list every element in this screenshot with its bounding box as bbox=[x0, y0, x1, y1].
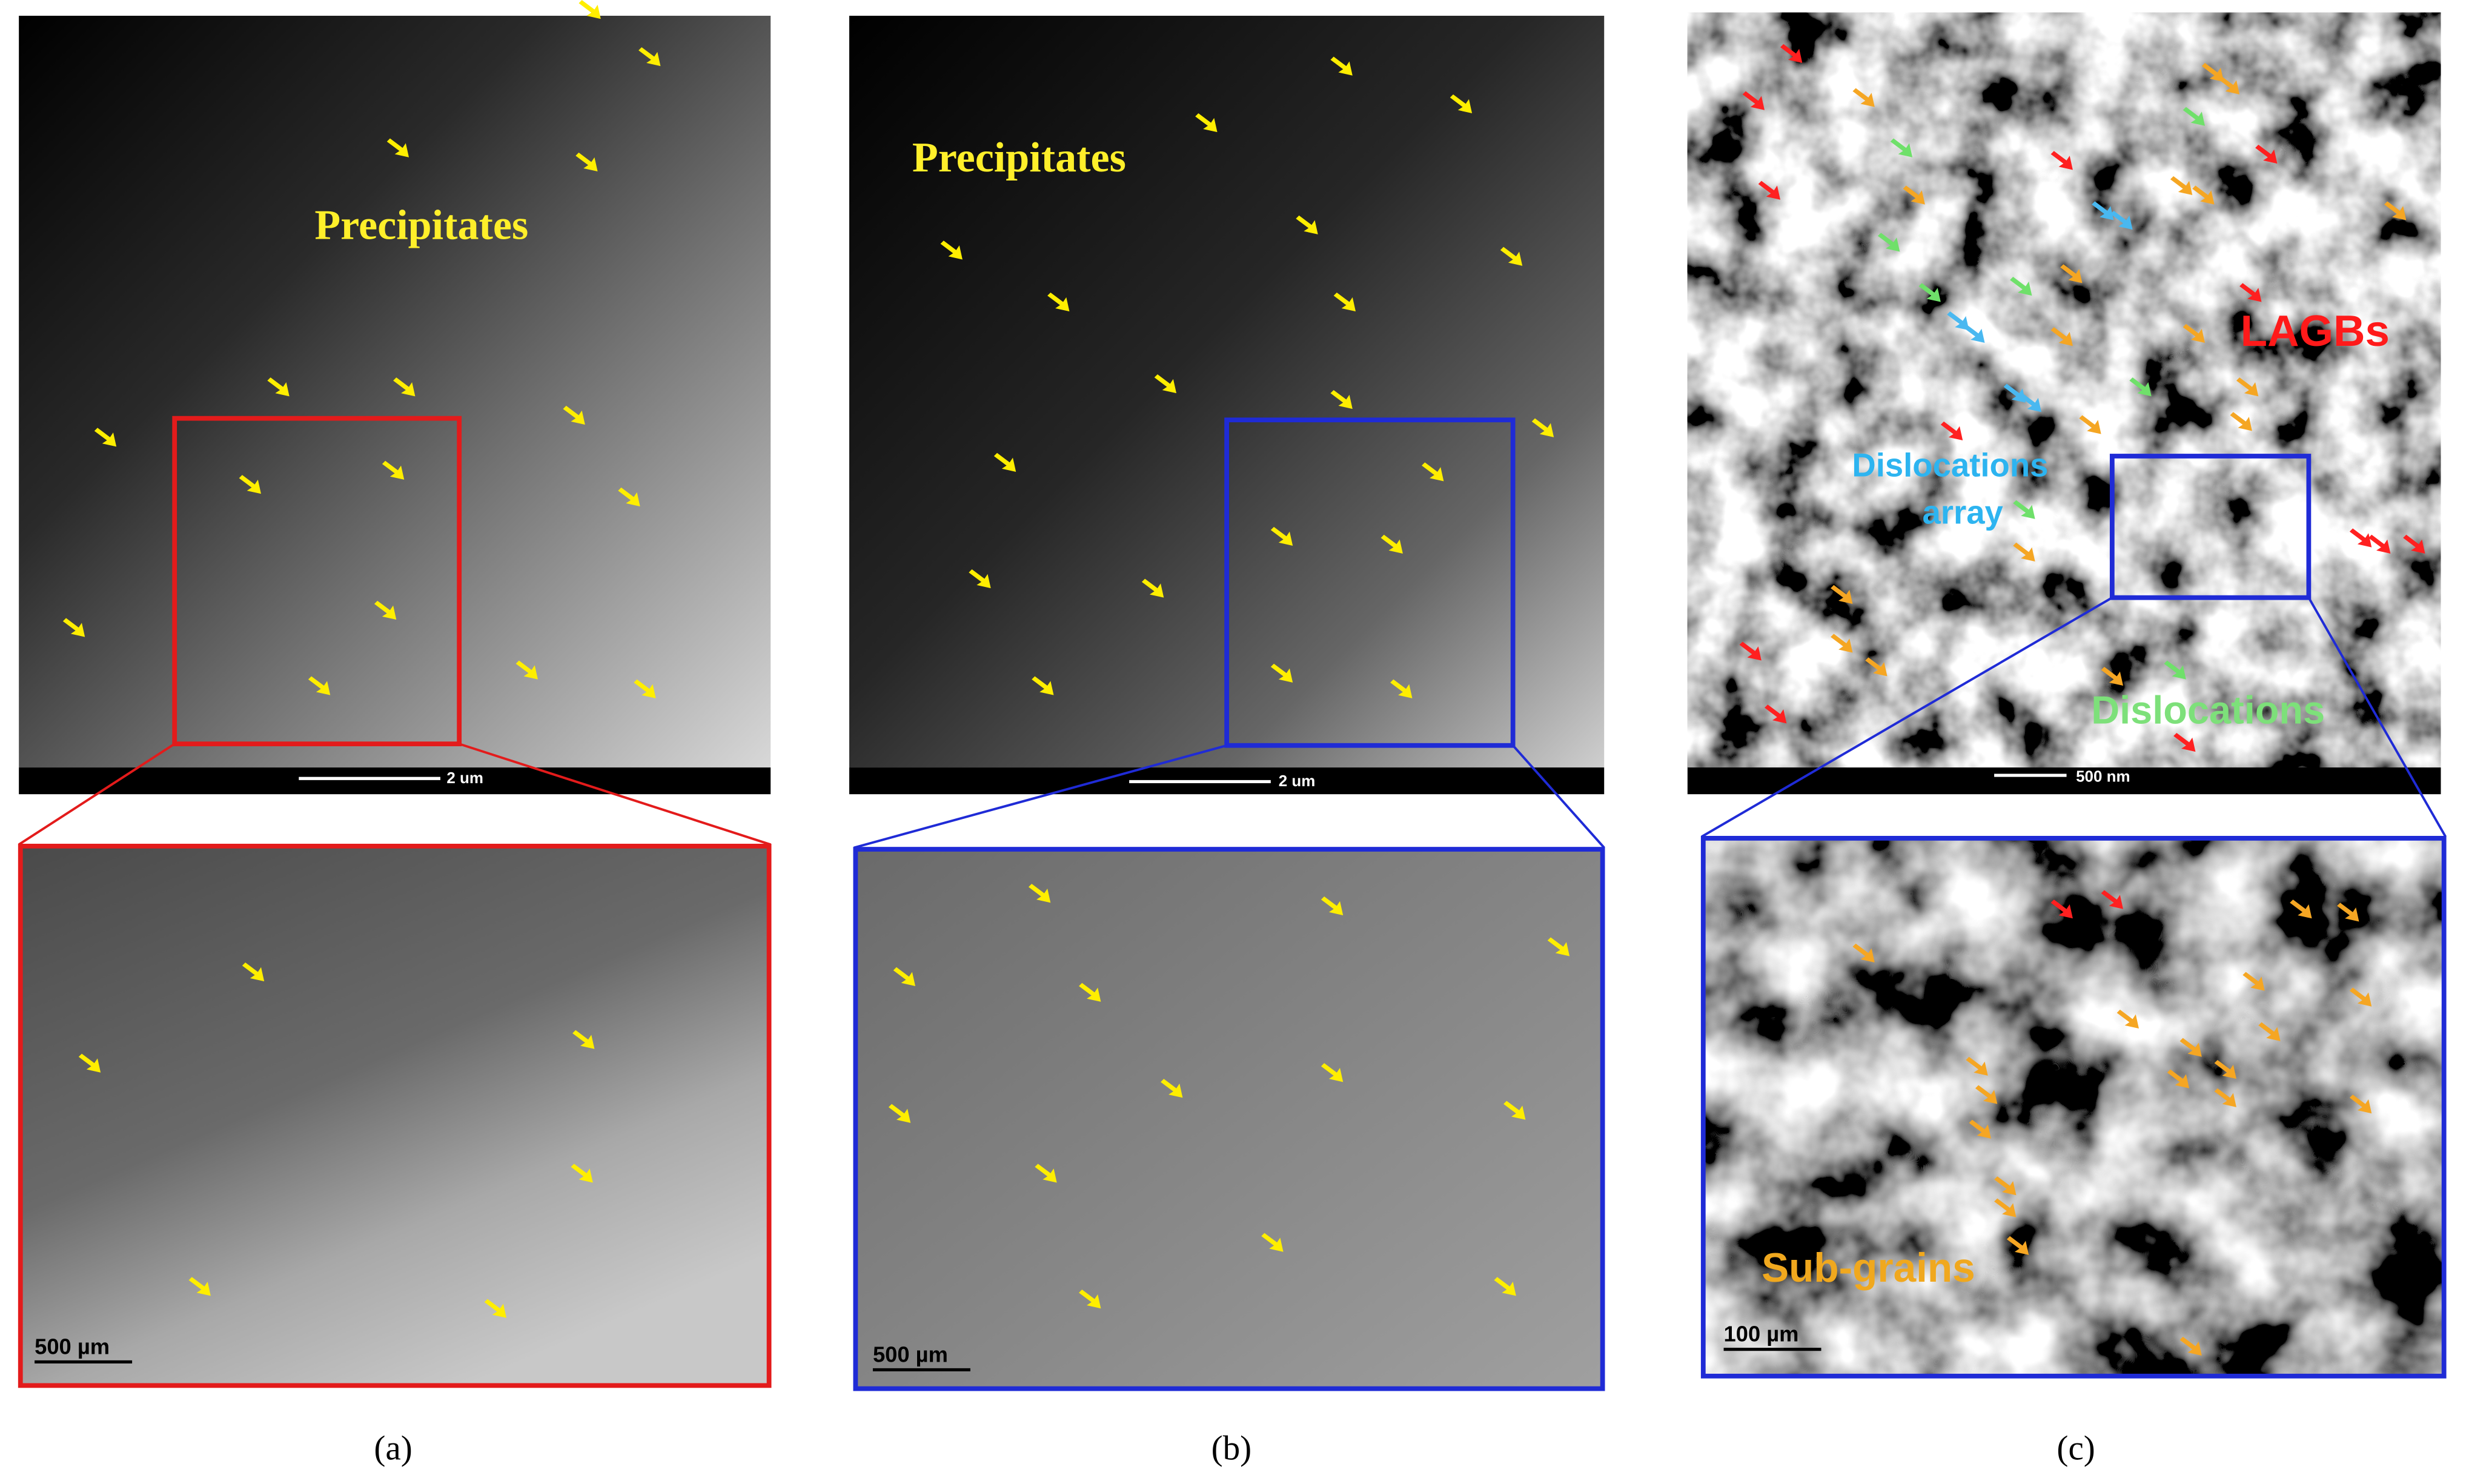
scale-label: 500 nm bbox=[2076, 767, 2130, 785]
micrograph-a bbox=[19, 16, 771, 768]
panel-label: (a) bbox=[374, 1429, 412, 1467]
annotation: LAGBs bbox=[2241, 306, 2390, 356]
scale-label: 500 µm bbox=[873, 1342, 948, 1366]
annotation: array bbox=[1922, 494, 2003, 531]
annotation: Dislocations bbox=[1852, 447, 2048, 484]
scale-label: 500 µm bbox=[35, 1334, 110, 1359]
annotation: Sub-grains bbox=[1762, 1245, 1975, 1291]
zoom-line bbox=[1512, 744, 1605, 849]
annotation: Precipitates bbox=[314, 202, 528, 249]
inset-c bbox=[1703, 838, 2444, 1376]
zoom-line bbox=[18, 743, 176, 846]
panel-label: (b) bbox=[1211, 1429, 1252, 1467]
annotation: Precipitates bbox=[912, 134, 1126, 181]
micrograph-c bbox=[1687, 12, 2441, 768]
annotation: Dislocations bbox=[2091, 687, 2325, 732]
zoom-box bbox=[1224, 417, 1516, 748]
zoom-line bbox=[2307, 597, 2447, 838]
inset-a bbox=[18, 843, 772, 1388]
zoom-box bbox=[2109, 454, 2312, 600]
scale-label: 2 um bbox=[1279, 772, 1316, 790]
panel-label: (c) bbox=[2057, 1429, 2095, 1467]
zoom-line bbox=[459, 743, 771, 846]
zoom-box bbox=[172, 416, 462, 747]
zoom-line bbox=[1701, 596, 2113, 838]
scale-label: 100 µm bbox=[1724, 1322, 1799, 1347]
inset-frame bbox=[1700, 835, 2447, 1379]
inset-b bbox=[853, 847, 1605, 1391]
zoom-line bbox=[853, 744, 1227, 849]
scale-strip bbox=[19, 767, 771, 795]
scale-strip bbox=[1687, 767, 2441, 795]
scale-label: 2 um bbox=[446, 769, 483, 787]
